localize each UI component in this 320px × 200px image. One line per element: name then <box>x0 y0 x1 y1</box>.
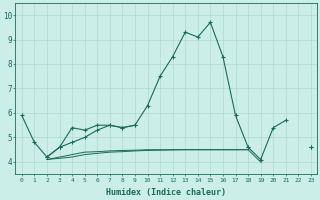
X-axis label: Humidex (Indice chaleur): Humidex (Indice chaleur) <box>106 188 226 197</box>
